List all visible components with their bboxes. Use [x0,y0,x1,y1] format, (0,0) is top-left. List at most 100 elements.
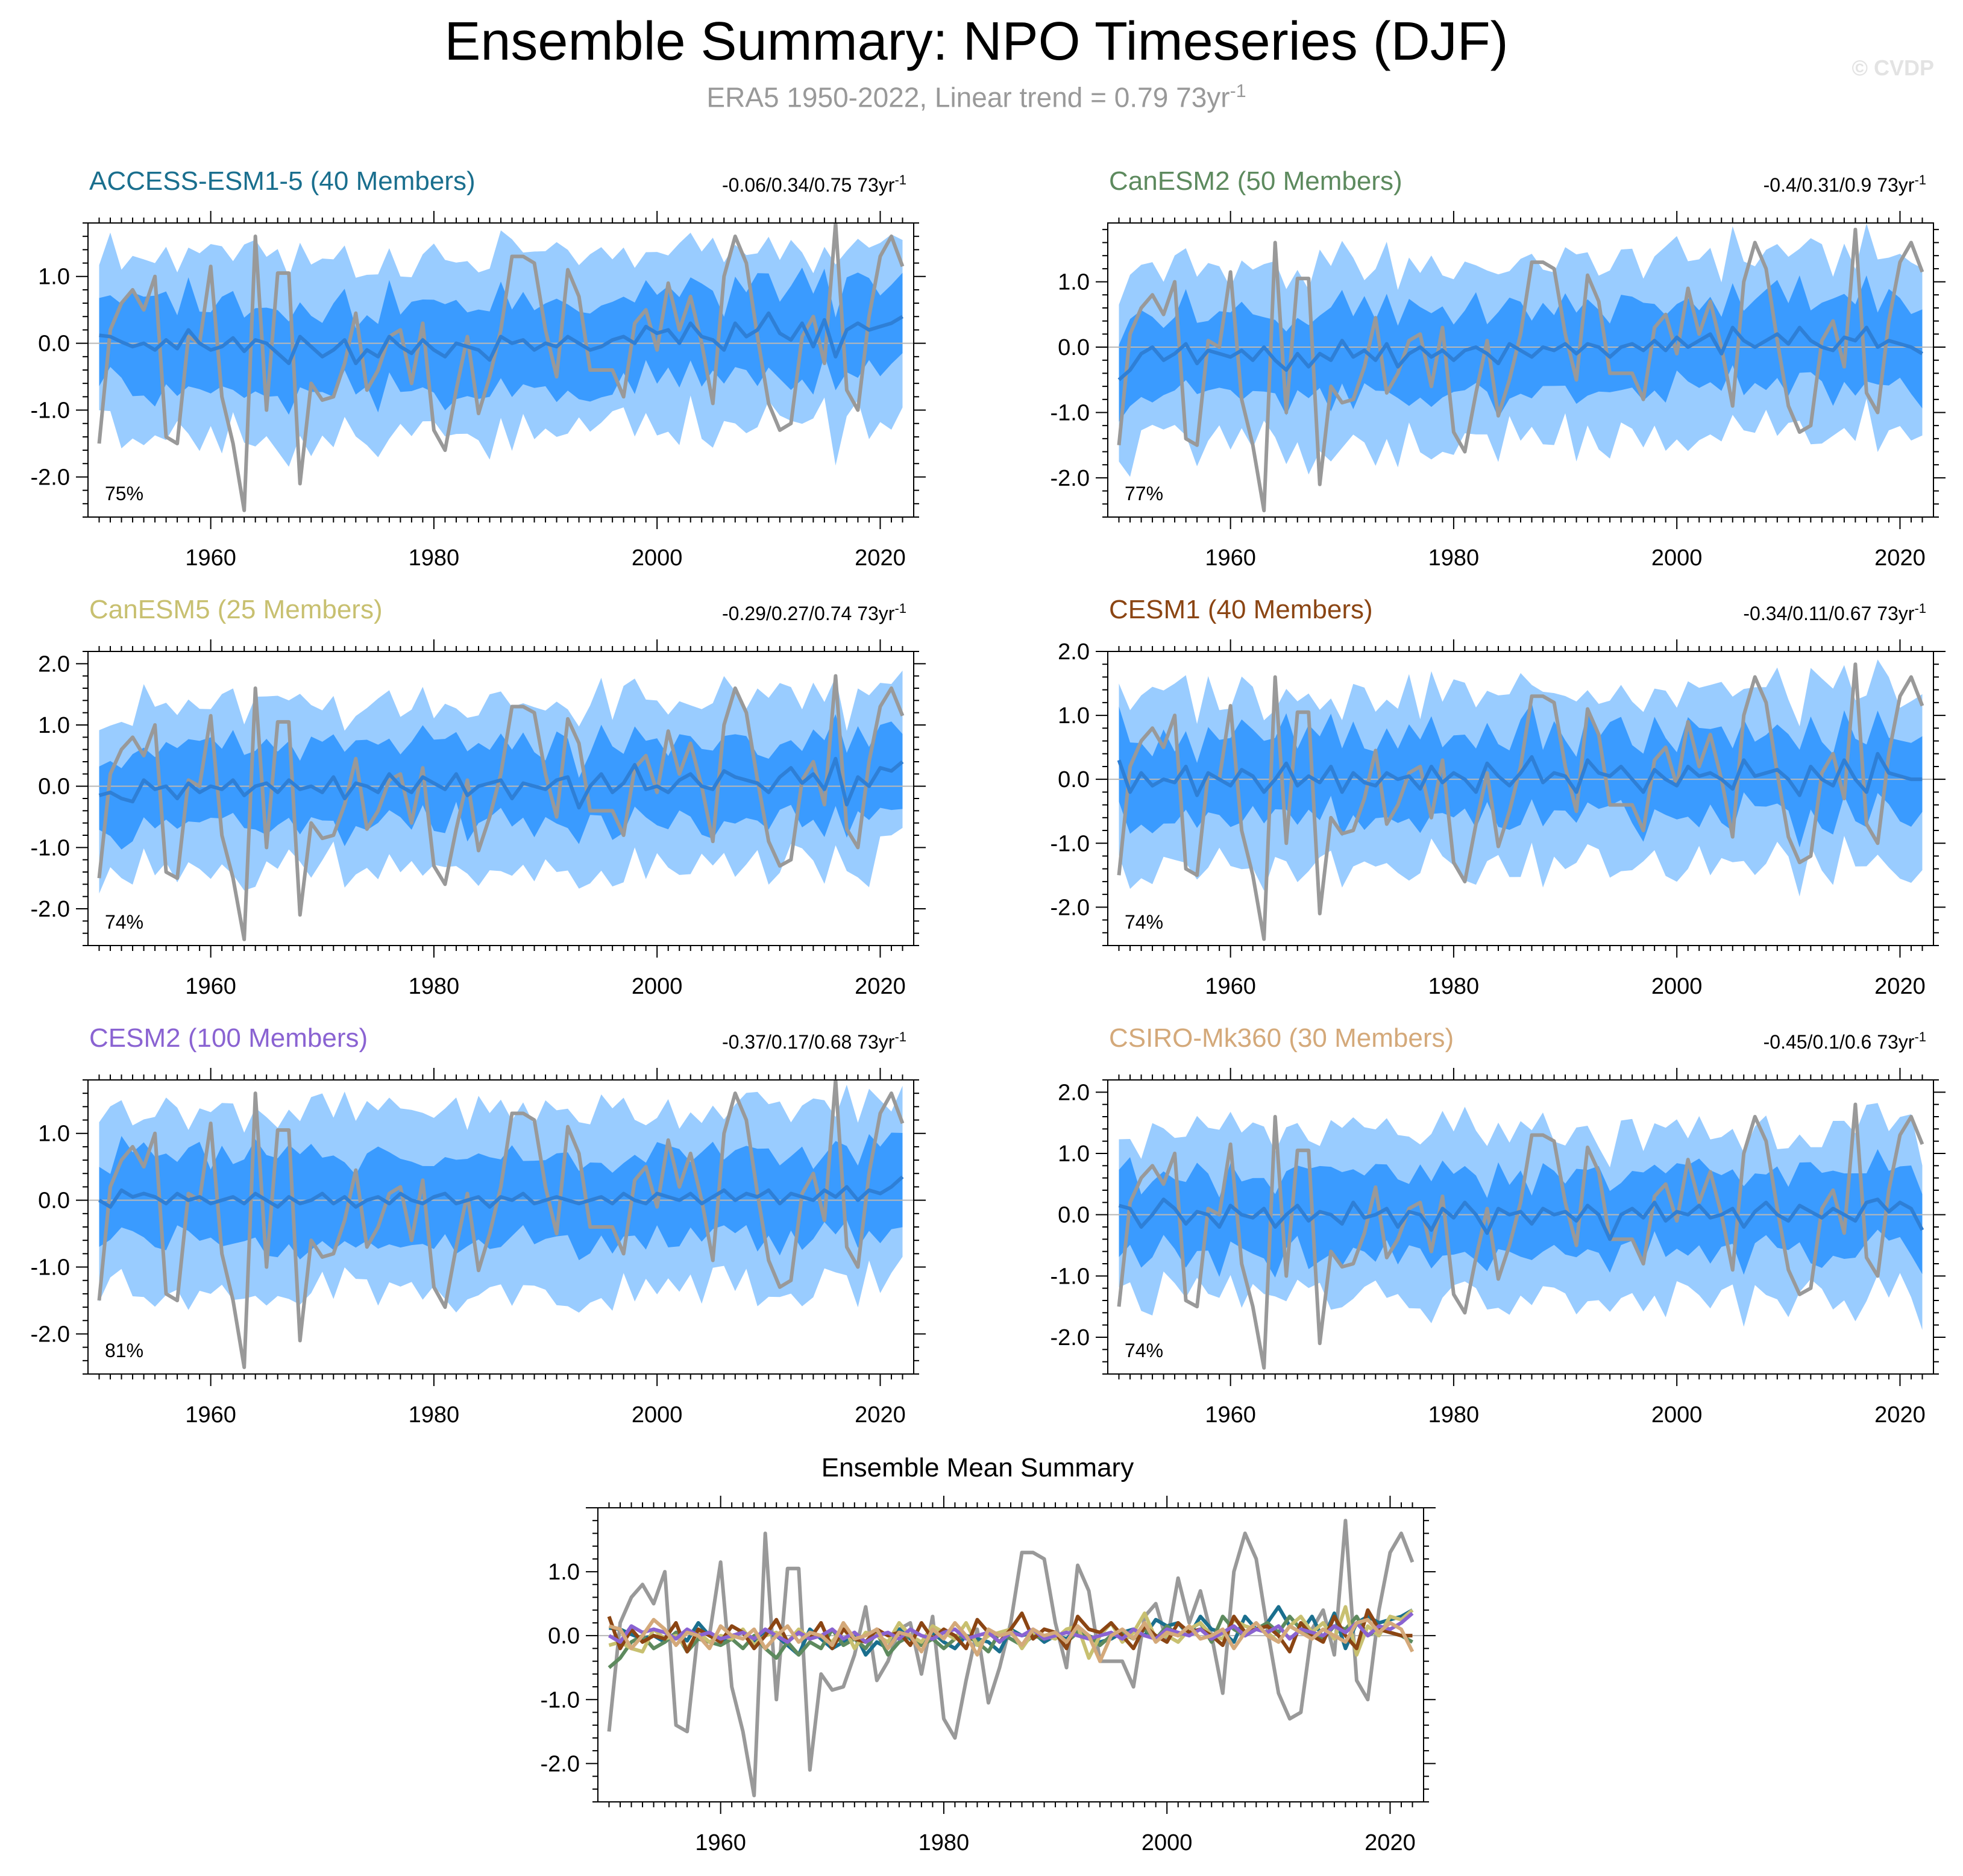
x-tick-label: 2020 [855,545,906,571]
y-tick-label: 1.0 [1058,1141,1090,1167]
y-tick-label: -1.0 [541,1687,580,1713]
trend-exponent: -1 [894,601,906,616]
y-tick-label: 1.0 [1058,270,1090,295]
y-tick-label: 0.0 [1058,1203,1090,1228]
y-tick-label: -2.0 [31,897,70,922]
percent-label: 77% [1125,483,1163,504]
x-tick-label: 2000 [632,545,683,571]
percent-label: 81% [105,1340,143,1361]
y-tick-label: 2.0 [1058,639,1090,665]
plot-area [1108,223,1933,513]
x-tick-label: 2020 [1365,1830,1416,1856]
panel-title: CESM1 (40 Members) [1109,595,1373,624]
x-tick-label: 2020 [1874,1402,1926,1428]
observations-line [1117,662,1924,941]
x-tick-label: 2020 [1874,974,1926,999]
x-tick-label: 2000 [632,1402,683,1428]
x-tick-label: 1980 [409,974,460,999]
x-tick-label: 1980 [409,545,460,571]
x-tick-label: 2020 [855,974,906,999]
panel-title: CanESM5 (25 Members) [89,595,383,624]
plot-area [1108,659,1933,941]
trend-exponent: -1 [894,1029,906,1044]
y-tick-label: 1.0 [38,1122,70,1147]
observations-line [97,223,905,512]
y-tick-label: 1.0 [548,1560,580,1585]
observations-line [607,1519,1415,1798]
x-tick-label: 2000 [632,974,683,999]
panel-title: CanESM2 (50 Members) [1109,166,1402,196]
trend-exponent: -1 [1914,601,1926,616]
chart-panel-4: 1960 1980 2000 2020 1.0 0.0 -1.0 -2.0 CESM2 (100… [31,1023,926,1428]
watermark: © CVDP [1852,55,1934,80]
y-tick-label: 0.0 [38,774,70,800]
trend-text: -0.29/0.27/0.74 73yr [722,603,895,624]
trend-label: -0.34/0.11/0.67 73yr-1 [1743,601,1926,624]
y-tick-label: -2.0 [1051,466,1090,491]
summary-title: Ensemble Mean Summary [821,1453,1134,1482]
y-tick-label: -1.0 [31,1255,70,1281]
x-tick-label: 1960 [185,545,236,571]
trend-label: -0.06/0.34/0.75 73yr-1 [722,172,906,196]
observations-line [97,674,905,941]
y-tick-label: 1.0 [38,713,70,738]
plot-area [88,223,914,512]
y-tick-label: 1.0 [38,265,70,290]
percent-label: 75% [105,483,143,504]
percent-label: 74% [1125,911,1163,933]
y-tick-label: 0.0 [1058,335,1090,360]
plot-area [598,1519,1424,1798]
inner-band [99,267,903,415]
chart-panel-3: 1960 1980 2000 2020 2.0 1.0 0.0 -1.0 -2.0 CESM1 (… [1051,595,1946,999]
trend-text: -0.4/0.31/0.9 73yr [1764,174,1915,196]
chart-panel-5: 1960 1980 2000 2020 2.0 1.0 0.0 -1.0 -2.0 CSIRO-M… [1051,1023,1946,1428]
x-tick-label: 1980 [1428,974,1480,999]
x-tick-label: 1960 [1205,1402,1256,1428]
trend-text: -0.45/0.1/0.6 73yr [1764,1031,1915,1053]
ensemble-mean-line [99,311,904,365]
x-tick-label: 1960 [1205,545,1256,571]
y-tick-label: -2.0 [31,1322,70,1347]
chart-panel-0: 1960 1980 2000 2020 1.0 0.0 -1.0 -2.0 ACCESS-ESM… [31,166,926,571]
x-tick-label: 1960 [1205,974,1256,999]
plot-area [88,1080,914,1369]
x-tick-label: 2000 [1651,545,1703,571]
page-title: Ensemble Summary: NPO Timeseries (DJF) [444,11,1509,72]
y-tick-label: 0.0 [548,1623,580,1649]
panel-title: ACCESS-ESM1-5 (40 Members) [89,166,476,196]
trend-label: -0.4/0.31/0.9 73yr-1 [1764,172,1926,196]
page-subtitle: ERA5 1950-2022, Linear trend = 0.79 73yr… [0,75,1953,114]
y-tick-label: 2.0 [1058,1080,1090,1105]
trend-label: -0.29/0.27/0.74 73yr-1 [722,601,906,624]
trend-exponent: -1 [894,172,906,187]
x-tick-label: 1980 [1428,545,1480,571]
x-tick-label: 1960 [185,1402,236,1428]
y-tick-label: -2.0 [1051,895,1090,920]
y-tick-label: -1.0 [1051,831,1090,856]
ensemble-mean-line [98,1175,904,1209]
summary-line-1 [608,1614,1413,1669]
ensemble-mean-line [1118,1197,1924,1241]
trend-exponent: -1 [1914,1029,1926,1044]
trend-text: -0.06/0.34/0.75 73yr [722,174,895,196]
observations-line [1117,1102,1924,1370]
x-tick-label: 2020 [1874,545,1926,571]
percent-label: 74% [1125,1340,1163,1361]
ensemble-mean-line [1117,325,1924,381]
plot-frame [597,1507,1424,1802]
y-tick-label: 2.0 [38,651,70,677]
summary-line-5 [608,1617,1415,1663]
x-tick-label: 2000 [1651,1402,1703,1428]
subtitle-exponent: -1 [1230,81,1246,101]
y-tick-label: -1.0 [31,835,70,861]
x-tick-label: 2000 [1651,974,1703,999]
y-tick-label: 0.0 [38,331,70,357]
trend-text: -0.37/0.17/0.68 73yr [722,1031,895,1053]
panel-title: CESM2 (100 Members) [89,1023,368,1053]
y-tick-label: 0.0 [38,1188,70,1214]
trend-label: -0.37/0.17/0.68 73yr-1 [722,1029,906,1053]
y-tick-label: -1.0 [1051,1264,1090,1289]
x-tick-label: 1980 [919,1830,970,1856]
y-tick-label: -2.0 [541,1751,580,1777]
